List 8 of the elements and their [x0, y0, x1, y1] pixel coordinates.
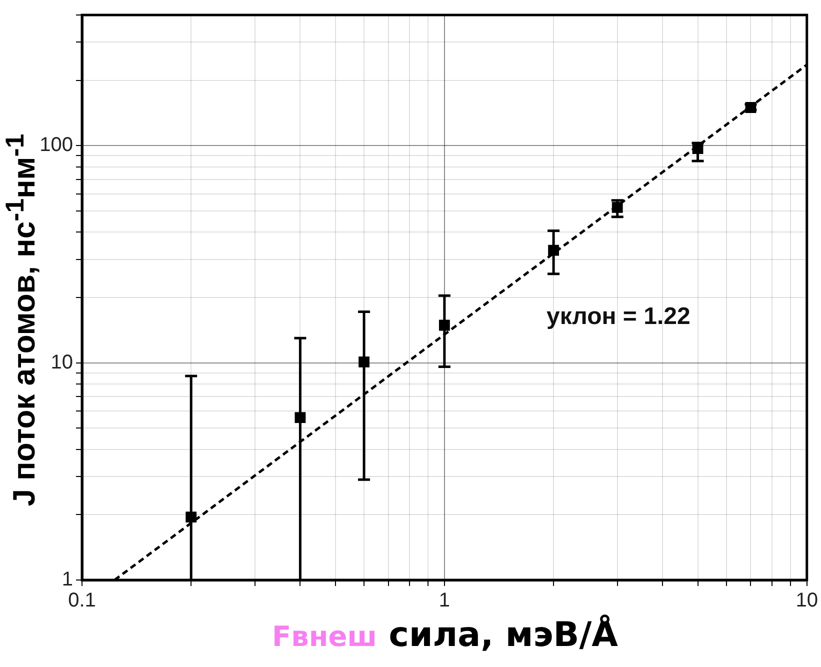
x-tick-label: 1: [438, 590, 450, 612]
x-axis-title: Fвнеш сила, мэВ/Å: [271, 615, 619, 655]
x-tick-label: 10: [796, 590, 818, 612]
annotation: уклон = 1.22: [546, 302, 690, 330]
x-tick-label: 0.1: [68, 590, 96, 612]
y-tick-label: 1: [62, 568, 73, 591]
y-tick-label: 10: [50, 351, 73, 374]
y-tick-label: 100: [40, 134, 73, 156]
